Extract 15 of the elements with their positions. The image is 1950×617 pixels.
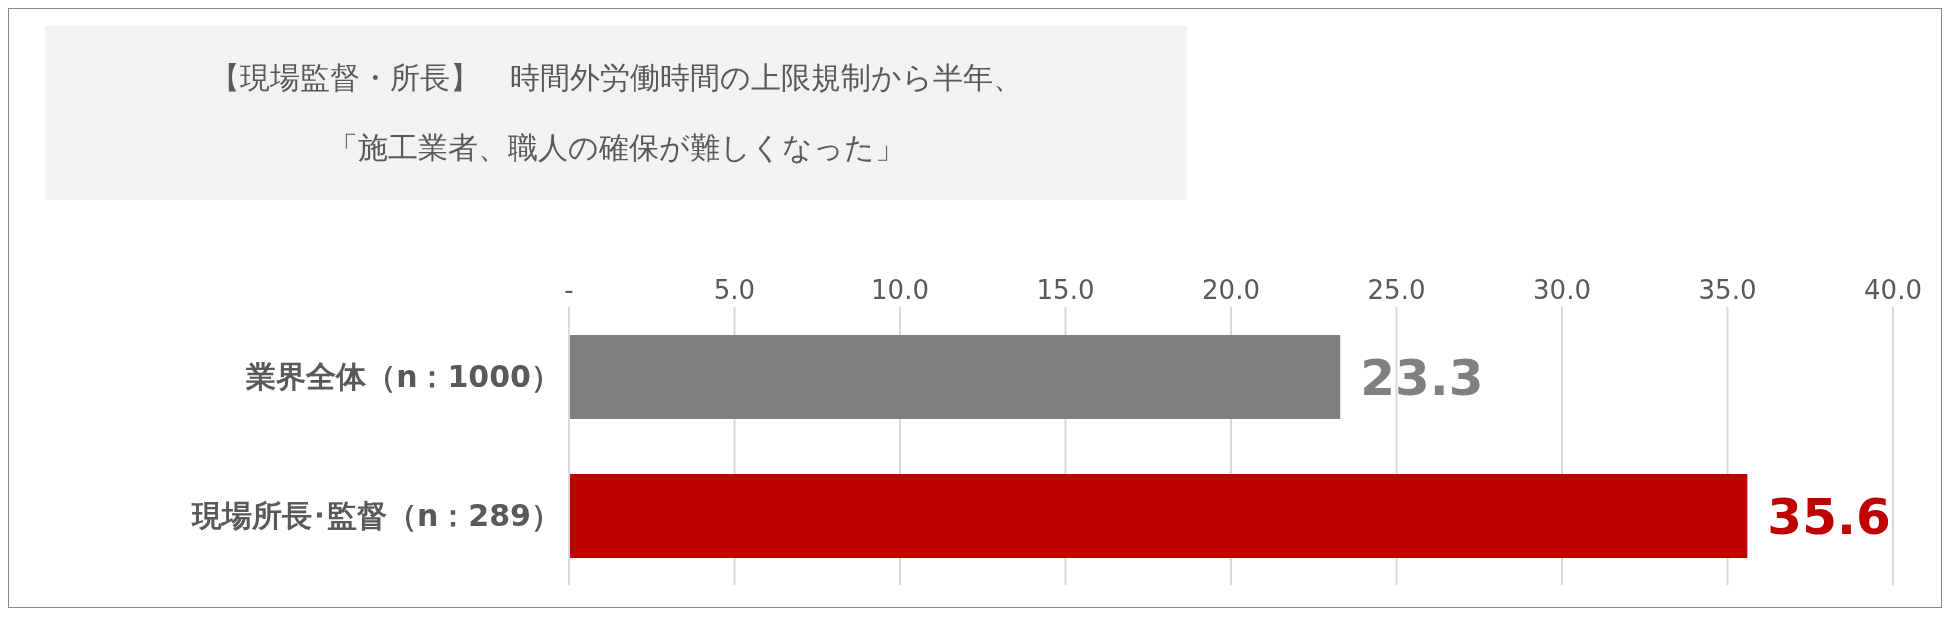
data-label: 23.3	[1360, 348, 1484, 407]
x-tick-label: 40.0	[1864, 275, 1922, 305]
x-tick-label: 5.0	[713, 275, 756, 305]
x-tick-label: 30.0	[1533, 275, 1591, 305]
y-tick-label: 現場所長･監督（n：289）	[191, 498, 561, 534]
data-label: 35.6	[1767, 487, 1891, 546]
chart-title: 【現場監督・所長】 時間外労働時間の上限規制から半年、	[209, 59, 1023, 97]
x-tick-label: 35.0	[1698, 275, 1757, 305]
x-tick-label: 20.0	[1202, 275, 1260, 305]
chart-subtitle: 「施工業者、職人の確保が難しくなった」	[327, 129, 905, 167]
y-tick-label: 業界全体（n：1000）	[245, 359, 561, 395]
x-tick-label: 25.0	[1367, 275, 1426, 305]
x-tick-label: -	[564, 275, 574, 305]
x-tick-label: 15.0	[1036, 275, 1095, 305]
x-tick-label: 10.0	[871, 275, 929, 305]
